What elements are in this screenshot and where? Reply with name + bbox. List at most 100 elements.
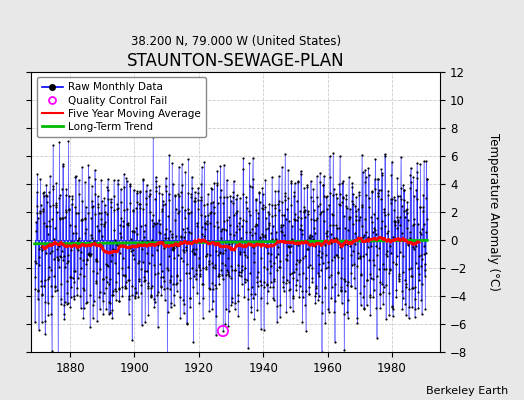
Point — [287, 178, 296, 184]
Point — [336, 202, 344, 208]
Point — [166, 228, 174, 234]
Point — [159, 278, 168, 284]
Point — [415, 253, 423, 259]
Point — [54, 243, 63, 250]
Point — [342, 205, 351, 212]
Point — [346, 243, 354, 250]
Point — [69, 274, 78, 281]
Point — [42, 223, 50, 230]
Point — [231, 267, 239, 274]
Point — [234, 298, 242, 304]
Point — [90, 298, 98, 304]
Point — [166, 286, 174, 292]
Point — [330, 185, 338, 192]
Point — [260, 264, 269, 270]
Point — [182, 321, 191, 328]
Point — [121, 272, 129, 278]
Point — [377, 170, 386, 176]
Point — [131, 293, 139, 300]
Point — [113, 240, 121, 246]
Point — [221, 239, 229, 245]
Point — [400, 197, 408, 203]
Point — [184, 206, 192, 212]
Point — [330, 235, 339, 241]
Point — [318, 310, 326, 317]
Point — [93, 318, 101, 324]
Point — [366, 312, 374, 318]
Point — [115, 249, 124, 256]
Point — [339, 178, 347, 184]
Point — [216, 228, 225, 234]
Point — [129, 186, 138, 193]
Point — [142, 201, 150, 207]
Point — [212, 285, 220, 292]
Point — [352, 194, 360, 200]
Point — [92, 280, 100, 286]
Point — [394, 193, 402, 199]
Point — [178, 181, 186, 188]
Point — [97, 198, 106, 204]
Point — [157, 284, 165, 290]
Point — [244, 345, 252, 351]
Point — [279, 279, 287, 285]
Point — [280, 189, 289, 196]
Point — [48, 202, 57, 208]
Point — [216, 194, 224, 200]
Point — [47, 267, 55, 273]
Point — [51, 288, 59, 294]
Point — [100, 223, 108, 229]
Point — [314, 252, 322, 258]
Point — [285, 287, 293, 293]
Point — [67, 283, 75, 290]
Point — [38, 292, 46, 298]
Point — [100, 290, 108, 296]
Point — [130, 256, 139, 262]
Point — [194, 190, 202, 196]
Point — [256, 234, 264, 240]
Point — [63, 301, 71, 307]
Point — [289, 275, 297, 281]
Point — [40, 277, 49, 283]
Point — [123, 220, 132, 226]
Point — [200, 202, 208, 208]
Point — [389, 306, 397, 312]
Point — [231, 305, 239, 312]
Point — [77, 249, 85, 256]
Point — [354, 234, 362, 240]
Text: Berkeley Earth: Berkeley Earth — [426, 386, 508, 396]
Point — [338, 255, 346, 261]
Point — [383, 266, 391, 272]
Point — [50, 256, 58, 262]
Point — [64, 258, 72, 264]
Point — [222, 226, 231, 233]
Point — [168, 234, 176, 240]
Point — [287, 243, 295, 250]
Point — [206, 220, 214, 226]
Point — [54, 356, 62, 362]
Point — [84, 210, 92, 216]
Point — [313, 270, 322, 276]
Point — [165, 190, 173, 197]
Point — [94, 209, 103, 216]
Point — [327, 295, 335, 301]
Point — [110, 226, 118, 233]
Point — [322, 194, 331, 200]
Point — [271, 212, 280, 218]
Point — [41, 318, 49, 324]
Point — [196, 212, 205, 218]
Point — [305, 291, 313, 297]
Point — [267, 229, 276, 236]
Point — [118, 272, 127, 278]
Point — [88, 182, 96, 189]
Point — [222, 177, 231, 183]
Point — [181, 168, 189, 175]
Point — [200, 159, 209, 165]
Point — [305, 261, 314, 268]
Point — [63, 278, 72, 284]
Point — [118, 284, 126, 290]
Point — [288, 270, 297, 276]
Point — [261, 215, 270, 221]
Point — [197, 181, 205, 188]
Point — [176, 294, 184, 300]
Point — [189, 339, 198, 346]
